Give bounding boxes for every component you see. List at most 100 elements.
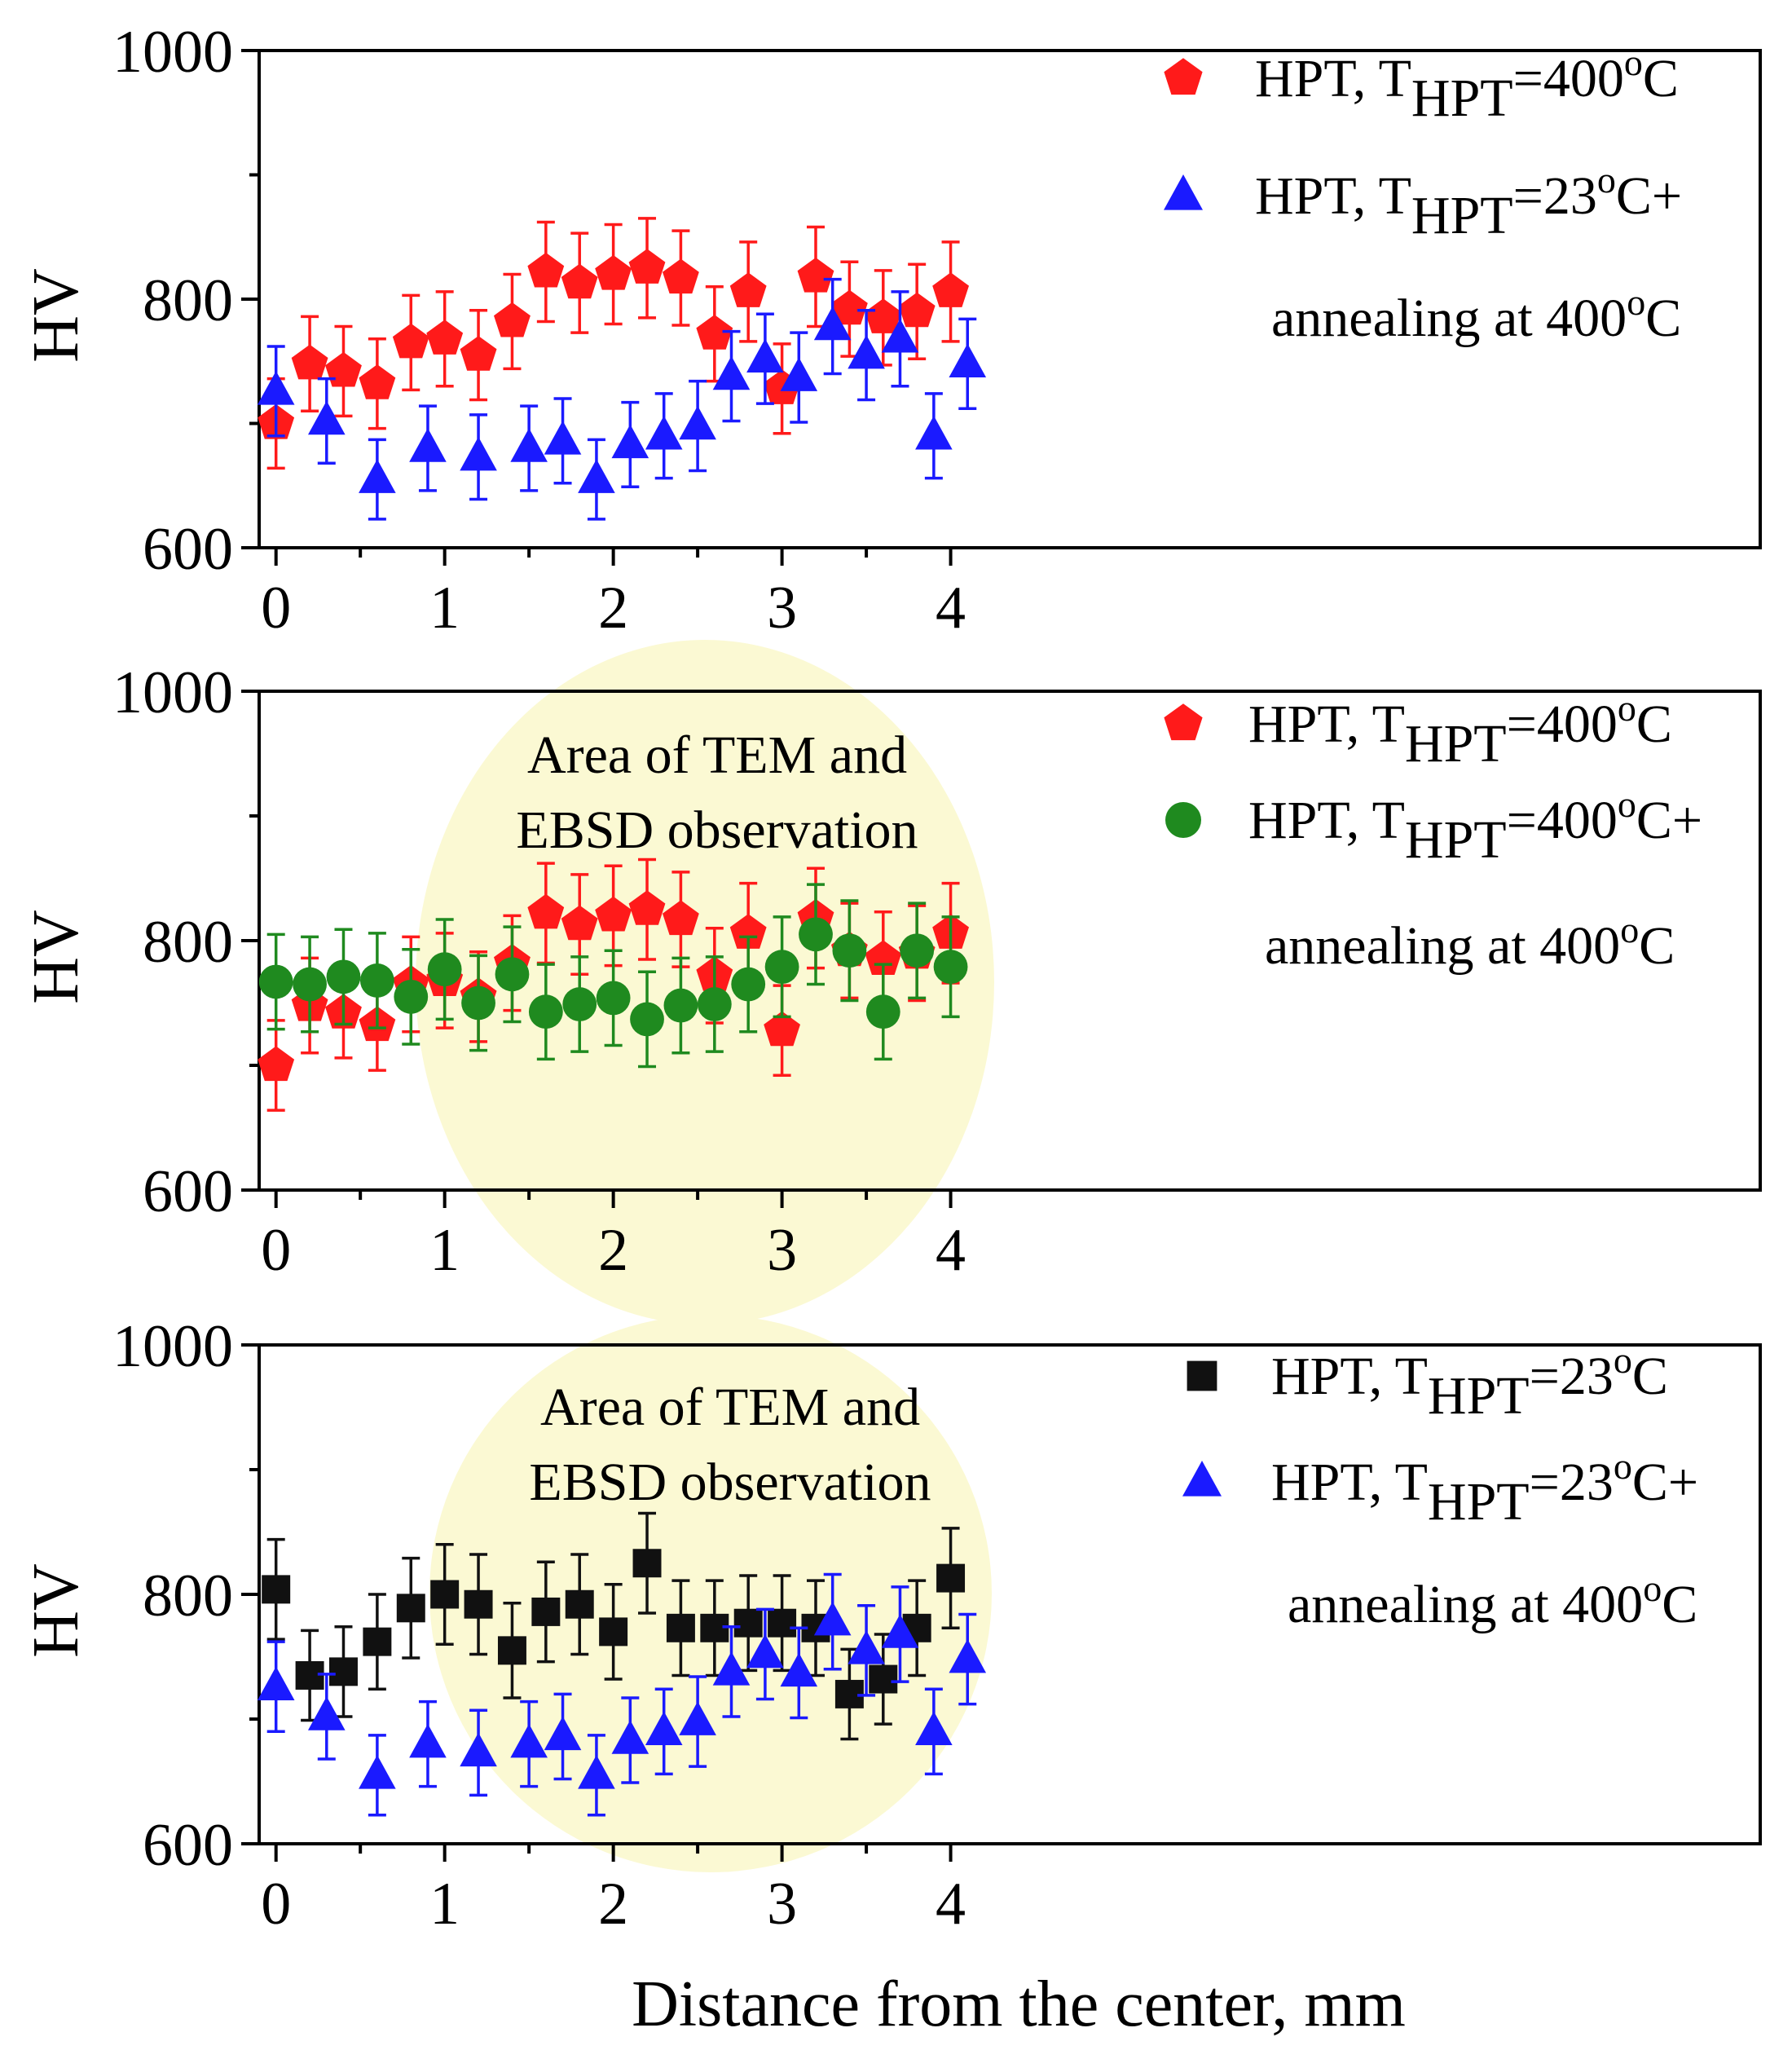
data-point: [329, 1657, 358, 1686]
data-point: [915, 416, 953, 450]
data-point: [865, 994, 900, 1029]
data-point: [427, 952, 462, 987]
legend-entry: HPT, THPT=400oC: [1255, 42, 1679, 128]
data-point: [630, 1002, 664, 1037]
data-point: [645, 416, 683, 450]
legend: HPT, THPT=400oC HPT, THPT=400oC+ annealing…: [1164, 687, 1702, 976]
x-tick-label: 4: [936, 1217, 966, 1284]
data-point: [257, 1666, 295, 1700]
data-point: [632, 1549, 662, 1578]
data-point: [813, 306, 852, 341]
data-point: [733, 1608, 763, 1638]
data-point: [936, 1563, 966, 1593]
x-tick-label: 0: [261, 1217, 291, 1284]
data-point: [510, 1723, 548, 1758]
data-point: [527, 893, 565, 929]
data-point: [359, 963, 394, 998]
y-tick-label: 800: [143, 909, 233, 976]
data-point: [497, 1636, 526, 1665]
annotation-line: Area of TEM and: [540, 1378, 920, 1437]
data-point: [611, 424, 649, 459]
data-point: [258, 1046, 295, 1082]
data-point: [645, 1711, 683, 1746]
y-axis-label: HV: [20, 1563, 92, 1658]
data-point: [262, 1575, 291, 1604]
data-point: [396, 1594, 425, 1623]
data-point: [712, 355, 751, 390]
legend-marker: [1164, 703, 1203, 741]
y-tick-label: 600: [143, 1158, 233, 1225]
annotation-line: Area of TEM and: [527, 725, 907, 785]
data-point: [898, 292, 936, 328]
x-tick-label: 2: [598, 575, 628, 641]
legend-entry: annealing at 400oC: [1271, 281, 1681, 348]
data-point: [561, 905, 598, 941]
legend: HPT, THPT=400oC HPT, THPT=23oC+ annealing …: [1164, 42, 1682, 348]
data-point: [679, 1701, 716, 1735]
data-point: [359, 364, 396, 399]
x-tick-label: 1: [429, 1217, 460, 1284]
annotation-line: EBSD observation: [529, 1453, 931, 1512]
data-point: [258, 964, 293, 999]
data-point: [307, 400, 346, 435]
data-point: [531, 1597, 561, 1626]
data-point: [565, 1589, 594, 1619]
legend-entry: HPT, THPT=23oC+: [1255, 159, 1682, 245]
data-point: [363, 1627, 392, 1656]
series-2: [257, 277, 987, 521]
data-point: [527, 252, 565, 288]
data-point: [697, 987, 732, 1021]
legend-marker: [1187, 1360, 1217, 1391]
y-tick-label: 800: [143, 1563, 233, 1629]
legend-entry: HPT, THPT=400oC: [1248, 687, 1672, 774]
data-point: [881, 1614, 919, 1648]
data-point: [293, 967, 327, 1002]
data-point: [949, 1638, 987, 1673]
data-point: [712, 1651, 751, 1686]
y-tick-label: 800: [143, 267, 233, 334]
data-point: [307, 1696, 346, 1730]
annotation-line: EBSD observation: [516, 800, 918, 860]
data-point: [729, 272, 767, 307]
data-point: [599, 1617, 628, 1647]
series-1: [262, 1511, 966, 1741]
data-point: [392, 323, 429, 359]
data-point: [257, 371, 295, 405]
data-point: [865, 298, 902, 333]
data-point: [949, 343, 987, 378]
legend-marker: [1165, 802, 1201, 838]
y-axis-label: HV: [20, 910, 92, 1004]
data-point: [729, 914, 767, 949]
legend-entry: HPT, THPT=23oC: [1271, 1339, 1668, 1426]
legend-entry: annealing at 400oC: [1265, 909, 1675, 976]
data-point: [326, 959, 361, 994]
y-tick-label: 1000: [112, 1313, 233, 1380]
data-point: [460, 336, 497, 371]
data-point: [848, 1630, 885, 1664]
y-tick-label: 600: [143, 516, 233, 583]
legend: HPT, THPT=23oC HPT, THPT=23oC+ annealing a…: [1182, 1339, 1698, 1634]
data-point: [628, 890, 666, 925]
x-tick-label: 1: [429, 575, 460, 641]
y-tick-label: 1000: [112, 659, 233, 726]
data-point: [764, 1011, 800, 1047]
data-point: [495, 957, 530, 992]
y-tick-label: 1000: [112, 19, 233, 86]
data-point: [832, 933, 867, 968]
x-tick-label: 3: [767, 1871, 797, 1938]
legend-marker: [1164, 58, 1203, 95]
y-axis-label: HV: [20, 268, 92, 363]
data-point: [528, 994, 563, 1029]
data-point: [933, 950, 968, 985]
data-point: [595, 896, 632, 932]
y-tick-label: 600: [143, 1812, 233, 1879]
data-point: [409, 428, 447, 462]
data-point: [426, 320, 464, 355]
data-point: [394, 979, 429, 1014]
data-point: [460, 1732, 497, 1767]
data-point: [869, 1664, 898, 1694]
data-point: [666, 1613, 695, 1642]
